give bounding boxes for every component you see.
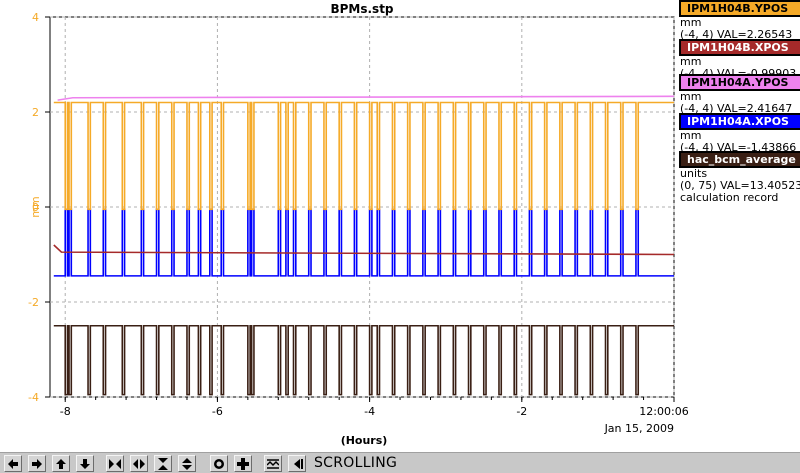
- y-axis-label: mm: [29, 196, 42, 217]
- legend-value: (0, 75) VAL=13.40523: [680, 180, 800, 192]
- x-tick-label: -8: [60, 405, 71, 418]
- series-line-ipm1h04b-xpos: [53, 244, 675, 256]
- zoom-in-vertical-icon: [158, 458, 168, 470]
- legend-extra: calculation record: [680, 192, 779, 204]
- arrow-right-icon: [32, 459, 42, 469]
- stop-button[interactable]: [210, 455, 228, 472]
- plot-area[interactable]: -8 -6 -4 -2 12:00:06 4 2 0 -2 -4 BPMs.stp (Hours) Ja…: [0, 0, 800, 452]
- y-tick-label: 2: [32, 106, 39, 119]
- legend-value: (-4, 4) VAL=-0.99903: [679, 68, 800, 80]
- series-line-hac-bcm-average: [53, 324, 674, 396]
- legend-units: units: [680, 168, 708, 180]
- legend-label[interactable]: hac_bcm_average: [679, 151, 800, 168]
- zoom-out-vertical-icon: [182, 458, 192, 470]
- scroll-left-button[interactable]: [4, 455, 22, 472]
- legend-entry-ipm1h04b-ypos[interactable]: IPM1H04B.YPOS mm (-4, 4) VAL=2.26543: [679, 0, 800, 41]
- legend-value: (-4, 4) VAL=2.26543: [680, 29, 793, 41]
- legend-units: mm: [680, 91, 702, 103]
- chart-title: BPMs.stp: [330, 2, 393, 16]
- zoom-in-vertical-button[interactable]: [154, 455, 172, 472]
- zoom-out-horizontal-icon: [133, 459, 145, 469]
- legend-value: (-4, 4) VAL=-1.43866: [680, 142, 797, 154]
- record-icon: [214, 459, 224, 469]
- legend-entry-ipm1h04a-ypos[interactable]: IPM1H04A.YPOS mm (-4, 4) VAL=2.41647: [679, 74, 800, 115]
- legend-entry-ipm1h04b-xpos[interactable]: IPM1H04B.XPOS mm (-4, 4) VAL=-0.99903: [679, 39, 800, 80]
- x-tick-label: -2: [516, 405, 527, 418]
- add-button[interactable]: [234, 455, 252, 472]
- zoom-in-horizontal-icon: [109, 459, 121, 469]
- legend-label[interactable]: IPM1H04B.YPOS: [679, 0, 800, 17]
- legend-label[interactable]: IPM1H04A.XPOS: [679, 113, 800, 130]
- y-tick-label: 0: [32, 201, 39, 214]
- arrow-down-icon: [80, 459, 90, 469]
- date-label: Jan 15, 2009: [604, 422, 674, 435]
- scroll-up-button[interactable]: [52, 455, 70, 472]
- play-scroll-button[interactable]: [288, 455, 306, 472]
- x-axis-label: (Hours): [341, 434, 388, 447]
- y-tick-label: -4: [28, 391, 39, 404]
- scroll-play-icon: [294, 459, 303, 469]
- legend-units: mm: [680, 56, 702, 68]
- legend-label[interactable]: IPM1H04B.XPOS: [679, 39, 800, 56]
- arrow-up-icon: [56, 459, 66, 469]
- x-tick-label: -6: [212, 405, 223, 418]
- legend-value: (-4, 4) VAL=2.41647: [680, 103, 793, 115]
- toolbar: SCROLLING: [0, 452, 800, 473]
- legend-label[interactable]: IPM1H04A.YPOS: [679, 74, 800, 91]
- legend-entry-ipm1h04a-xpos[interactable]: IPM1H04A.XPOS mm (-4, 4) VAL=-1.43866: [679, 113, 800, 154]
- x-tick-label: 12:00:06: [639, 405, 688, 418]
- autoscale-button[interactable]: [264, 455, 282, 472]
- y-tick-label: 4: [32, 11, 39, 24]
- chart-svg: -8 -6 -4 -2 12:00:06 4 2 0 -2 -4 BPMs.stp (Hours) Ja…: [28, 2, 689, 447]
- scrolling-status: SCROLLING: [314, 455, 398, 471]
- zoom-out-vertical-button[interactable]: [178, 455, 196, 472]
- series-line-ipm1h04b-ypos: [53, 101, 674, 211]
- autoscale-icon: [267, 459, 279, 469]
- legend-units: mm: [680, 17, 702, 29]
- scroll-right-button[interactable]: [28, 455, 46, 472]
- legend-entry-hac-bcm-average[interactable]: hac_bcm_average units (0, 75) VAL=13.405…: [679, 151, 800, 204]
- scroll-down-button[interactable]: [76, 455, 94, 472]
- series-line-ipm1h04a-ypos: [57, 95, 675, 101]
- plus-icon: [237, 458, 249, 470]
- zoom-in-horizontal-button[interactable]: [106, 455, 124, 472]
- legend-units: mm: [680, 130, 702, 142]
- zoom-out-horizontal-button[interactable]: [130, 455, 148, 472]
- x-tick-label: -4: [364, 405, 375, 418]
- y-tick-label: -2: [28, 296, 39, 309]
- arrow-left-icon: [8, 459, 18, 469]
